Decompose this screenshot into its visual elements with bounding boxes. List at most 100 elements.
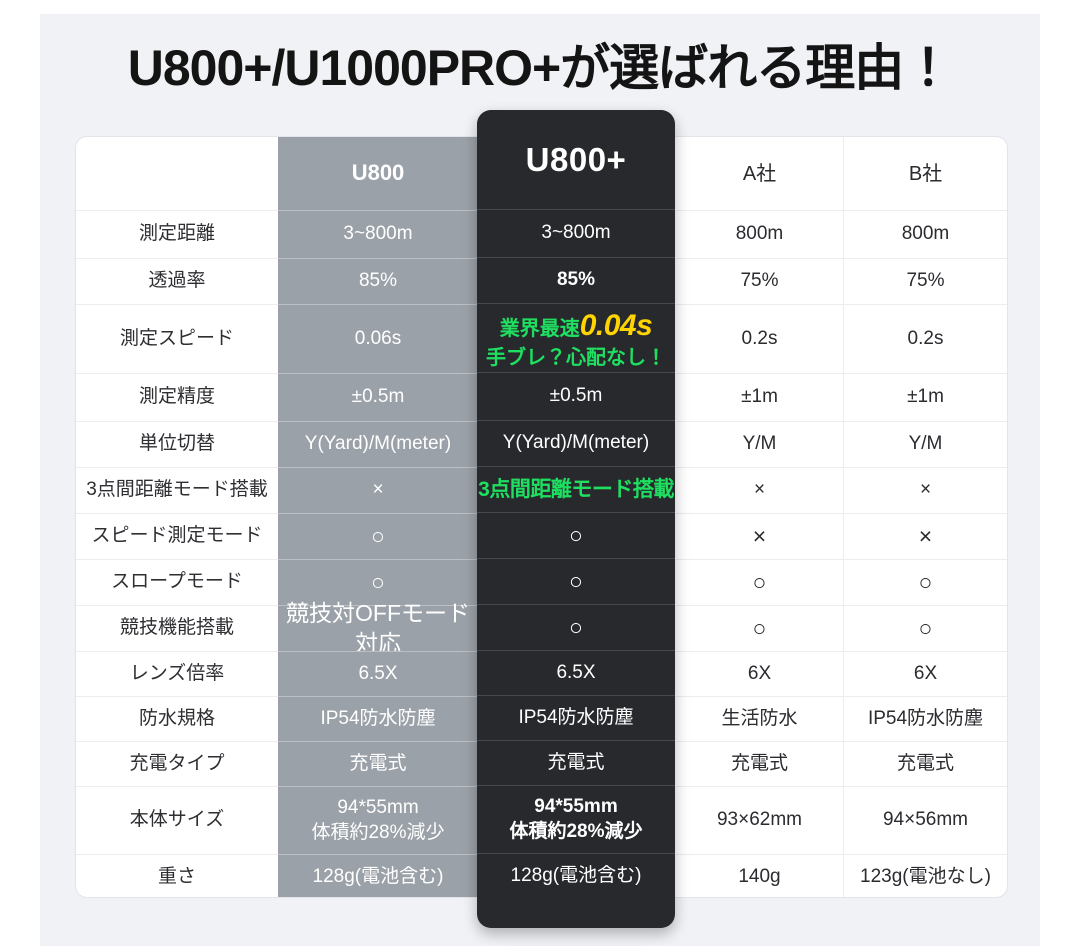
u800-cell: ○ [278, 513, 478, 559]
company-a-cell: 140g [676, 854, 843, 897]
row-label: 測定精度 [76, 373, 278, 421]
company-a-cell: 生活防水 [676, 696, 843, 741]
company-b-cell: ±1m [843, 373, 1007, 421]
u800plus-cell: 6.5X [477, 650, 675, 695]
company-b-cell: 94×56mm [843, 786, 1007, 854]
row-label: 3点間距離モード搭載 [76, 467, 278, 513]
u800-cell: 3~800m [278, 210, 478, 258]
u800plus-value: 6.5X [556, 661, 596, 683]
table-row: スロープモード ○ ○ ○ [76, 559, 1007, 605]
u800plus-cell: 業界最速 0.04s 手ブレ？心配なし！ [477, 303, 675, 372]
row-label: 測定距離 [76, 210, 278, 258]
speed-claim-prefix: 業界最速 [499, 317, 580, 340]
u800-cell: 0.06s [278, 304, 478, 373]
company-a-cell: 75% [676, 258, 843, 304]
u800plus-value: Y(Yard)/M(meter) [502, 432, 650, 454]
company-a-cell: Y/M [676, 421, 843, 467]
u800plus-highlight-column: U800+ 3~800m 85% 業界最速 0.04s 手ブレ？心配なし！ ±0.5m Y(… [477, 110, 675, 928]
u800-cell: 128g(電池含む) [278, 854, 478, 897]
table-row: 充電タイプ 充電式 充電式 充電式 [76, 741, 1007, 786]
company-a-cell: ○ [676, 605, 843, 651]
u800plus-value: 128g(電池含む) [510, 864, 642, 886]
u800-cell: 充電式 [278, 741, 478, 786]
u800plus-value: ±0.5m [549, 385, 603, 407]
company-b-cell: 充電式 [843, 741, 1007, 786]
u800plus-cell: ±0.5m [477, 372, 675, 420]
row-label: 透過率 [76, 258, 278, 304]
speed-claim-value: 0.04s [579, 308, 653, 342]
u800plus-cell: 128g(電池含む) [477, 853, 675, 898]
table-row: 透過率 85% 75% 75% [76, 258, 1007, 304]
u800plus-value: ○ [569, 567, 583, 594]
u800plus-value: 充電式 [547, 751, 605, 773]
row-label: 充電タイプ [76, 741, 278, 786]
table-row: 本体サイズ 94*55mm 体積約28%減少 93×62mm 94×56mm [76, 786, 1007, 854]
table-header-row: U800 A社 B社 [76, 137, 1007, 210]
u800plus-cell: 85% [477, 257, 675, 303]
u800-cell: ±0.5m [278, 373, 478, 421]
table-row: 重さ 128g(電池含む) 140g 123g(電池なし) [76, 854, 1007, 897]
company-a-cell: 6X [676, 651, 843, 696]
u800-cell: 競技対OFFモード対応 [278, 600, 478, 656]
company-a-cell: 充電式 [676, 741, 843, 786]
speed-claim-line1: 業界最速 0.04s [500, 306, 653, 345]
page-title: U800+/U1000PRO+が選ばれる理由！ [127, 40, 954, 96]
company-a-cell: ○ [676, 559, 843, 605]
header-company-b: B社 [843, 137, 1007, 210]
table-row: 単位切替 Y(Yard)/M(meter) Y/M Y/M [76, 421, 1007, 467]
u800plus-cell: ○ [477, 512, 675, 558]
u800plus-cell: Y(Yard)/M(meter) [477, 420, 675, 466]
u800plus-value: 3~800m [541, 222, 611, 244]
table-row: 競技機能搭載 競技対OFFモード対応 ○ ○ [76, 600, 1007, 656]
u800plus-cell: IP54防水防塵 [477, 695, 675, 740]
u800plus-cell: 3~800m [477, 209, 675, 257]
table-row: 3点間距離モード搭載 × × × [76, 467, 1007, 513]
u800-cell: IP54防水防塵 [278, 696, 478, 741]
header-company-a: A社 [742, 162, 777, 185]
row-label: 単位切替 [76, 421, 278, 467]
company-a-cell: ±1m [676, 373, 843, 421]
table-row: 測定スピード 0.06s 0.2s 0.2s [76, 304, 1007, 373]
company-a-cell: 93×62mm [676, 786, 843, 854]
header-u800plus: U800+ [525, 140, 627, 178]
u800plus-value: 85% [556, 269, 596, 291]
u800plus-cell: ○ [477, 604, 675, 650]
row-label: 防水規格 [76, 696, 278, 741]
table-row: レンズ倍率 6.5X 6X 6X [76, 651, 1007, 696]
company-b-cell: Y/M [843, 421, 1007, 467]
u800-cell: Y(Yard)/M(meter) [278, 421, 478, 467]
company-a-cell: × [676, 467, 843, 513]
company-a-cell: × [676, 513, 843, 559]
u800plus-cell: 充電式 [477, 740, 675, 785]
u800-cell: 85% [278, 258, 478, 304]
u800plus-value: 94*55mm 体積約28%減少 [509, 795, 643, 842]
u800plus-value: IP54防水防塵 [518, 706, 634, 728]
u800plus-cell: ○ [477, 558, 675, 604]
company-b-cell: 0.2s [843, 304, 1007, 373]
row-label: 本体サイズ [76, 786, 278, 854]
company-b-cell: IP54防水防塵 [843, 696, 1007, 741]
company-a-cell: 800m [676, 210, 843, 258]
company-b-cell: ○ [843, 605, 1007, 651]
u800plus-value: 3点間距離モード搭載 [478, 477, 674, 501]
table-row: スピード測定モード ○ × × [76, 513, 1007, 559]
row-label: 重さ [76, 854, 278, 897]
row-label: レンズ倍率 [76, 651, 278, 696]
table-row: 測定距離 3~800m 800m 800m [76, 210, 1007, 258]
u800plus-cell: 3点間距離モード搭載 [477, 466, 675, 512]
company-b-cell: 6X [843, 651, 1007, 696]
table-row: 防水規格 IP54防水防塵 生活防水 IP54防水防塵 [76, 696, 1007, 741]
u800plus-value: ○ [569, 521, 583, 548]
row-label: 測定スピード [76, 304, 278, 373]
u800plus-value: ○ [569, 613, 583, 640]
company-b-cell: 75% [843, 258, 1007, 304]
company-b-cell: 800m [843, 210, 1007, 258]
company-b-cell: 123g(電池なし) [843, 854, 1007, 897]
company-a-cell: 0.2s [676, 304, 843, 373]
company-b-cell: × [843, 467, 1007, 513]
u800-cell: 6.5X [278, 651, 478, 696]
row-label: 競技機能搭載 [76, 605, 278, 651]
u800plus-cell: 94*55mm 体積約28%減少 [477, 785, 675, 853]
header-u800: U800 [278, 137, 478, 210]
u800-cell: 94*55mm 体積約28%減少 [278, 786, 478, 854]
